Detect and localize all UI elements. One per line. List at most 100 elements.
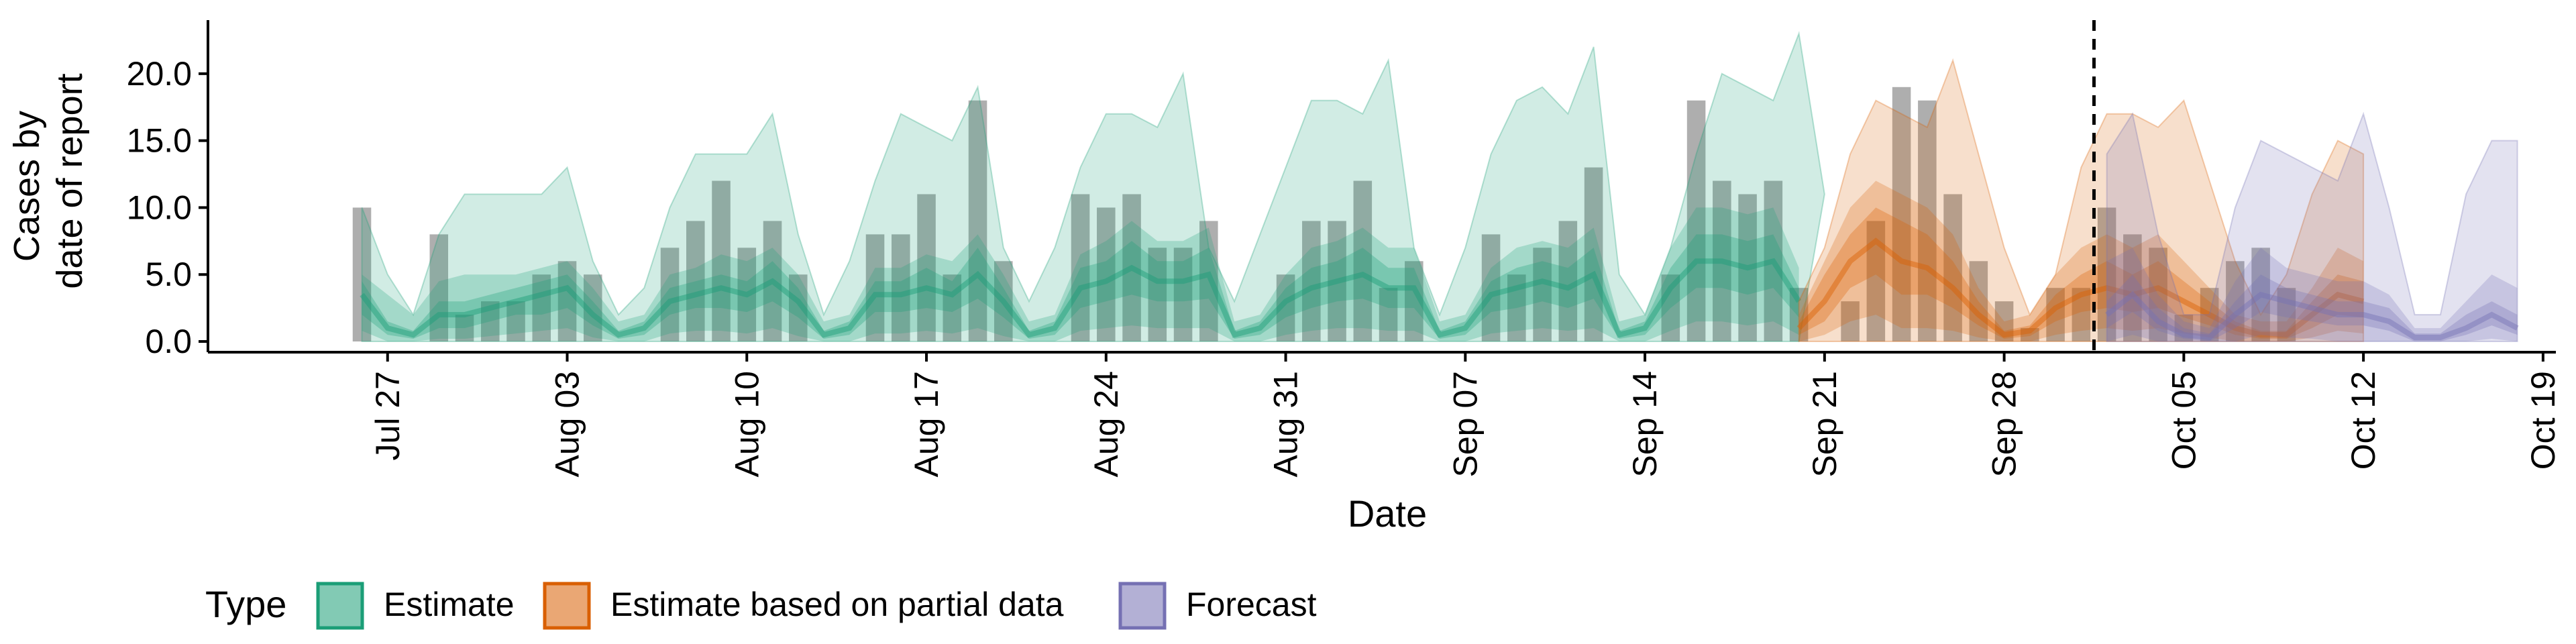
reported-cases-bar <box>2123 234 2142 342</box>
reported-cases-bar <box>712 180 731 342</box>
reported-cases-bar <box>1943 194 1962 342</box>
reported-cases-bar <box>917 194 936 342</box>
ribbon-50 <box>362 207 1799 341</box>
reported-cases-bar <box>2226 261 2245 342</box>
reported-cases-bar <box>1353 180 1373 342</box>
legend-key-forecast <box>1118 582 1167 630</box>
reported-cases-bar <box>1584 167 1603 342</box>
x-tick-label: Oct 12 <box>2345 371 2382 470</box>
reported-cases-bar <box>1969 261 1988 342</box>
ribbon-50 <box>2106 248 2518 341</box>
ribbon-20 <box>2106 274 2518 341</box>
reported-cases-bar <box>865 234 885 342</box>
legend: Type Estimate Estimate based on partial … <box>205 582 1317 630</box>
y-tick-label: 20.0 <box>127 55 192 93</box>
x-tick-label: Sep 07 <box>1446 371 1484 477</box>
reported-cases-bar <box>1122 194 1141 342</box>
reported-cases-bar <box>2097 207 2116 342</box>
reported-cases-bar <box>1738 194 1757 342</box>
reported-cases-bar <box>1918 100 1937 342</box>
reported-cases-bar <box>1302 221 1321 342</box>
ribbon-20 <box>1799 207 2364 339</box>
legend-key-estimate-partial <box>543 582 591 630</box>
median-line <box>2105 290 2519 341</box>
ribbon-90 <box>1798 58 2365 342</box>
ribbon-90 <box>361 31 1825 342</box>
x-tick-label: Sep 28 <box>1986 371 2023 477</box>
reported-cases-bar <box>1481 234 1501 342</box>
reported-cases-bar <box>1892 87 1911 342</box>
reported-cases-bar <box>352 207 372 342</box>
reported-cases-bar <box>968 100 987 342</box>
reported-cases-bar <box>429 234 449 342</box>
y-tick-label: 15.0 <box>127 122 192 160</box>
reported-cases-bar <box>943 274 962 342</box>
reported-cases-bar <box>763 221 782 342</box>
reported-cases-bar <box>557 261 577 342</box>
reported-cases-bar <box>1789 288 1809 342</box>
x-tick-label: Aug 03 <box>549 371 586 477</box>
reported-cases-bar <box>584 274 602 342</box>
ribbon-group-2 <box>2105 111 2519 342</box>
x-tick-label: Oct 19 <box>2524 371 2562 470</box>
reported-cases-bar <box>1764 180 1783 342</box>
y-tick-label: 5.0 <box>145 256 192 293</box>
reported-cases-bar <box>532 274 551 342</box>
reported-cases-bar <box>1866 221 1886 342</box>
x-tick-label: Sep 21 <box>1806 371 1843 477</box>
reported-cases-bar <box>1686 100 1706 342</box>
reported-cases-bar <box>1841 301 1860 342</box>
reported-cases-bar <box>1405 261 1424 342</box>
reported-cases-bar <box>1994 301 2014 342</box>
reported-cases-bar <box>2021 328 2039 342</box>
legend-label-estimate: Estimate <box>384 586 515 623</box>
y-axis-ticks: 0.0 5.0 10.0 15.0 20.0 <box>127 55 208 360</box>
reported-cases-bar <box>994 261 1013 342</box>
legend-label-forecast: Forecast <box>1186 586 1317 623</box>
y-axis-title: Cases by date of report <box>7 73 90 288</box>
x-tick-label: Aug 17 <box>908 371 945 477</box>
estimate-ribbons <box>360 31 2519 342</box>
reported-cases-bar <box>506 301 525 342</box>
reported-cases-bar <box>1071 194 1090 342</box>
legend-label-estimate-partial: Estimate based on partial data <box>610 586 1064 623</box>
x-tick-label: Aug 10 <box>728 371 765 477</box>
median-line <box>1796 237 2365 338</box>
reported-cases-bar <box>2149 248 2167 342</box>
y-tick-label: 0.0 <box>145 323 192 360</box>
reported-cases-bar <box>1276 274 1295 342</box>
reported-cases-bar <box>1097 207 1116 342</box>
reported-cases-bar <box>686 221 705 342</box>
x-tick-label: Oct 05 <box>2165 371 2202 470</box>
reported-cases-bar <box>2200 288 2219 342</box>
x-tick-label: Aug 31 <box>1267 371 1305 477</box>
y-axis-title-line-1: Cases by <box>7 111 47 262</box>
reported-cases-bar <box>892 234 910 342</box>
reported-cases-bar <box>2277 288 2296 342</box>
legend-title: Type <box>205 583 286 625</box>
legend-key-estimate <box>316 582 364 630</box>
x-tick-label: Aug 24 <box>1087 371 1125 477</box>
reported-cases-bar <box>737 248 757 342</box>
reported-cases-bar <box>2046 288 2065 342</box>
reported-cases-bar <box>1199 221 1218 342</box>
y-axis-title-line-2: date of report <box>50 73 90 288</box>
ribbon-group-1 <box>1796 58 2365 342</box>
reported-cases-bar <box>1173 248 1193 342</box>
y-tick-label: 10.0 <box>127 189 192 226</box>
reported-cases-bar <box>789 274 808 342</box>
median-line <box>360 258 1801 338</box>
x-axis-title: Date <box>1348 492 1427 535</box>
reported-cases-bar <box>480 301 500 342</box>
x-tick-label: Sep 14 <box>1626 371 1664 477</box>
reported-cases-bar <box>1328 221 1346 342</box>
x-axis-ticks: Jul 27 Aug 03 Aug 10 Aug 17 Aug 24 Aug 31 Sep … <box>369 352 2562 477</box>
reported-cases-bar <box>1661 274 1680 342</box>
reported-cases-bar <box>2251 248 2270 342</box>
x-tick-label: Jul 27 <box>369 371 407 460</box>
reported-cases-bar <box>1533 248 1552 342</box>
ribbon-group-0 <box>360 31 1825 342</box>
reported-cases-bar <box>1713 180 1731 342</box>
ribbon-50 <box>1799 180 2364 341</box>
